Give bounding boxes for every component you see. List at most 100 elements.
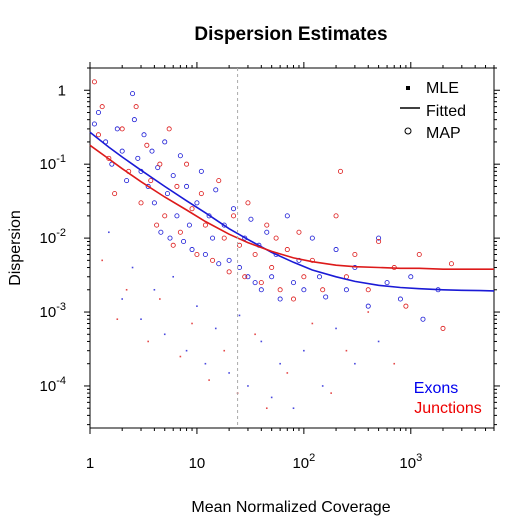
mle-point xyxy=(270,396,273,399)
map-point xyxy=(269,274,275,280)
mle-point xyxy=(377,340,380,343)
map-point xyxy=(376,238,382,244)
map-point xyxy=(91,121,97,127)
map-point xyxy=(384,280,390,286)
map-point xyxy=(184,183,190,189)
mle-point xyxy=(159,298,161,300)
map-point xyxy=(309,235,315,241)
map-point xyxy=(164,191,170,197)
map-point xyxy=(252,280,258,286)
map-point xyxy=(189,206,195,212)
map-point xyxy=(145,183,151,189)
map-point xyxy=(352,252,358,258)
y-axis-label: Dispersion xyxy=(7,210,24,286)
map-point xyxy=(186,222,192,228)
map-point xyxy=(365,303,371,309)
map-point xyxy=(397,296,403,302)
groups-legend: Exons Junctions xyxy=(414,380,482,417)
mle-point xyxy=(330,392,332,394)
map-point xyxy=(269,265,275,271)
mle-point xyxy=(204,362,207,365)
map-point xyxy=(248,216,254,222)
mle-point xyxy=(121,298,123,300)
legend-mle-symbol xyxy=(406,86,410,90)
map-point xyxy=(174,213,180,219)
map-point xyxy=(177,229,183,235)
mle-point xyxy=(367,311,370,313)
map-point xyxy=(245,274,251,280)
map-point xyxy=(99,104,105,110)
map-point xyxy=(149,148,155,154)
map-point xyxy=(131,117,137,123)
map-point xyxy=(133,104,139,110)
y-tick-label: 10-4 xyxy=(40,375,66,395)
fitted-curve xyxy=(89,144,494,270)
map-point xyxy=(301,287,307,293)
map-point xyxy=(158,229,164,235)
plot-area xyxy=(89,68,495,428)
map-point xyxy=(210,235,216,241)
map-point xyxy=(231,206,237,212)
group-label-junctions: Junctions xyxy=(414,400,482,417)
map-point xyxy=(320,287,326,293)
map-point xyxy=(174,183,180,189)
mle-point xyxy=(311,322,314,325)
map-point xyxy=(162,213,168,219)
map-point xyxy=(236,242,242,248)
map-point xyxy=(440,325,446,331)
map-point xyxy=(264,229,270,235)
mle-point xyxy=(260,340,263,343)
mle-point xyxy=(247,385,249,387)
plot-frame xyxy=(89,67,495,429)
mle-point xyxy=(286,372,289,374)
map-point xyxy=(245,200,251,206)
map-point xyxy=(95,110,101,116)
map-point xyxy=(284,213,290,219)
map-point xyxy=(252,252,258,258)
map-point xyxy=(177,153,183,159)
map-point xyxy=(95,132,101,138)
y-tick-label: 10-2 xyxy=(40,227,66,247)
map-point xyxy=(181,238,187,244)
map-point xyxy=(141,132,147,138)
map-point xyxy=(170,242,176,248)
map-point xyxy=(167,235,173,241)
y-tick-label: 1 xyxy=(58,82,66,99)
map-point xyxy=(416,252,422,258)
map-point xyxy=(290,280,296,286)
x-tick-label: 1 xyxy=(86,455,94,472)
map-point xyxy=(408,274,414,280)
mle-point xyxy=(279,362,281,365)
mle-point xyxy=(185,349,188,352)
map-point xyxy=(210,257,216,263)
map-point xyxy=(333,247,339,253)
map-point xyxy=(213,187,219,193)
map-point xyxy=(226,269,232,275)
map-point xyxy=(216,178,222,184)
map-point xyxy=(135,155,141,161)
map-point xyxy=(148,178,154,184)
map-point xyxy=(242,274,248,280)
map-point xyxy=(112,191,118,197)
mle-layer xyxy=(101,231,396,410)
map-point xyxy=(194,252,200,258)
map-point xyxy=(301,274,307,280)
map-point xyxy=(337,168,343,174)
map-point xyxy=(194,200,200,206)
map-point xyxy=(138,200,144,206)
map-point xyxy=(157,161,163,167)
map-point xyxy=(114,126,120,132)
mle-point xyxy=(140,318,142,320)
legend: MLE Fitted MAP xyxy=(400,80,466,142)
map-point xyxy=(119,126,125,132)
mle-point xyxy=(125,288,128,291)
map-point xyxy=(343,287,349,293)
map-point xyxy=(162,139,168,145)
map-point xyxy=(448,261,454,267)
mle-point xyxy=(254,333,256,336)
map-point xyxy=(130,91,136,97)
mle-point xyxy=(108,231,110,234)
map-point xyxy=(198,191,204,197)
legend-mle-label: MLE xyxy=(426,80,459,97)
